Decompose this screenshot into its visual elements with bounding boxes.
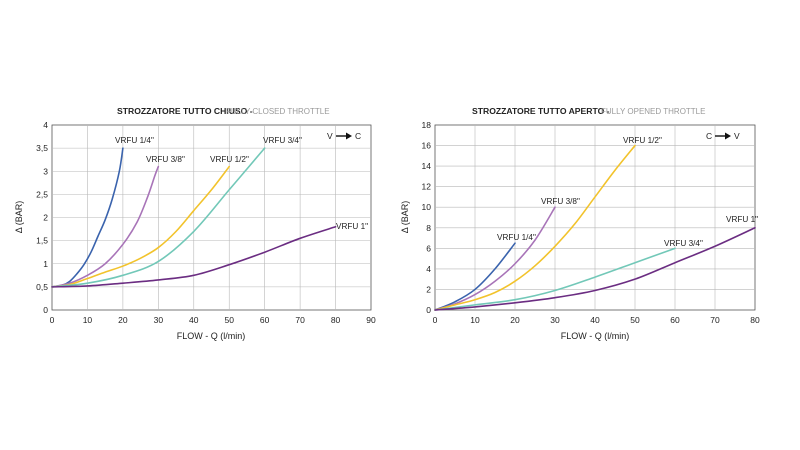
chart-title: STROZZATORE TUTTO APERTO - <box>472 106 610 116</box>
direction-arrow-icon <box>725 132 731 140</box>
series-label-vrfu-1: VRFU 1" <box>726 215 758 224</box>
series-label-vrfu-1-4: VRFU 1/4" <box>115 136 154 145</box>
grid <box>52 125 371 310</box>
y-tick-label: 14 <box>422 161 432 171</box>
series-label-vrfu-3-8: VRFU 3/8" <box>146 155 185 164</box>
y-tick-label: 6 <box>426 243 431 253</box>
x-tick-label: 20 <box>510 315 520 325</box>
flow-direction: V C <box>327 131 361 141</box>
y-tick-label: 0 <box>43 305 48 315</box>
y-tick-label: 4 <box>43 120 48 130</box>
series-line-vrfu-1 <box>434 226 756 311</box>
series-label-vrfu-3-8: VRFU 3/8" <box>541 197 580 206</box>
x-tick-label: 70 <box>295 315 305 325</box>
y-tick-label: 3 <box>43 166 48 176</box>
series-label-vrfu-1-2: VRFU 1/2" <box>623 136 662 145</box>
x-tick-labels: 0 10 20 30 40 50 60 70 80 90 <box>50 315 376 325</box>
x-tick-label: 80 <box>750 315 760 325</box>
y-tick-label: 4 <box>426 264 431 274</box>
series-labels: VRFU 1/4" VRFU 3/8" VRFU 1/2" VRFU 3/4" VRFU… <box>115 136 368 231</box>
x-tick-label: 90 <box>366 315 376 325</box>
series-line-vrfu-1-4 <box>51 147 124 288</box>
y-tick-label: 1 <box>43 259 48 269</box>
x-tick-label: 40 <box>189 315 199 325</box>
series-label-vrfu-1-2: VRFU 1/2" <box>210 155 249 164</box>
series-label-vrfu-1: VRFU 1" <box>336 222 368 231</box>
x-tick-label: 30 <box>154 315 164 325</box>
x-tick-label: 60 <box>670 315 680 325</box>
series-line-vrfu-1-4 <box>434 242 516 311</box>
y-tick-label: 1,5 <box>36 236 48 246</box>
direction-from: C <box>706 131 712 141</box>
direction-to: V <box>734 131 740 141</box>
series-line-vrfu-1-2 <box>434 144 636 311</box>
y-tick-label: 0,5 <box>36 282 48 292</box>
x-tick-labels: 0 10 20 30 40 50 60 70 80 <box>433 315 760 325</box>
x-tick-label: 50 <box>224 315 234 325</box>
series-label-vrfu-3-4: VRFU 3/4" <box>263 136 302 145</box>
x-tick-label: 0 <box>433 315 438 325</box>
series-line-vrfu-3-4 <box>434 247 676 311</box>
direction-from: V <box>327 131 333 141</box>
y-tick-label: 10 <box>422 202 432 212</box>
chart-fully-closed: STROZZATORE TUTTO CHIUSO - FULLY CLOSED … <box>14 106 376 341</box>
y-tick-label: 0 <box>426 305 431 315</box>
y-tick-labels: 0 2 4 6 8 10 12 14 16 18 <box>422 120 432 315</box>
y-tick-label: 12 <box>422 182 432 192</box>
series-label-vrfu-3-4: VRFU 3/4" <box>664 239 703 248</box>
y-tick-label: 16 <box>422 141 432 151</box>
y-axis-label: Δ (BAR) <box>400 201 410 234</box>
x-tick-label: 50 <box>630 315 640 325</box>
x-axis-label: FLOW - Q (l/min) <box>561 331 630 341</box>
y-tick-label: 2 <box>426 284 431 294</box>
x-axis-label: FLOW - Q (l/min) <box>177 331 246 341</box>
y-tick-label: 2,5 <box>36 189 48 199</box>
x-tick-label: 40 <box>590 315 600 325</box>
series-line-vrfu-3-8 <box>51 165 160 288</box>
series-line-vrfu-1 <box>51 225 337 288</box>
x-tick-label: 80 <box>331 315 341 325</box>
series-group <box>434 144 756 311</box>
y-tick-label: 2 <box>43 213 48 223</box>
y-axis-label: Δ (BAR) <box>14 201 24 234</box>
direction-to: C <box>355 131 361 141</box>
chart-fully-opened: STROZZATORE TUTTO APERTO - FULLY OPENED … <box>400 106 760 341</box>
y-tick-label: 8 <box>426 223 431 233</box>
series-group <box>51 147 337 288</box>
y-tick-labels: 0 0,5 1 1,5 2 2,5 3 3,5 4 <box>36 120 48 315</box>
y-tick-label: 18 <box>422 120 432 130</box>
series-labels: VRFU 1/4" VRFU 3/8" VRFU 1/2" VRFU 3/4" VRFU… <box>497 136 758 248</box>
x-tick-label: 30 <box>550 315 560 325</box>
x-tick-label: 70 <box>710 315 720 325</box>
x-tick-label: 10 <box>470 315 480 325</box>
x-tick-label: 60 <box>260 315 270 325</box>
chart-subtitle: FULLY OPENED THROTTLE <box>601 107 705 116</box>
flow-direction: C V <box>706 131 740 141</box>
x-tick-label: 10 <box>83 315 93 325</box>
chart-title: STROZZATORE TUTTO CHIUSO - <box>117 106 253 116</box>
y-tick-label: 3,5 <box>36 143 48 153</box>
series-line-vrfu-3-4 <box>51 147 266 288</box>
direction-arrow-icon <box>346 132 352 140</box>
chart-subtitle: FULLY CLOSED THROTTLE <box>226 107 330 116</box>
x-tick-label: 0 <box>50 315 55 325</box>
series-line-vrfu-1-2 <box>51 165 231 288</box>
series-label-vrfu-1-4: VRFU 1/4" <box>497 233 536 242</box>
series-line-vrfu-3-8 <box>434 206 556 311</box>
x-tick-label: 20 <box>118 315 128 325</box>
